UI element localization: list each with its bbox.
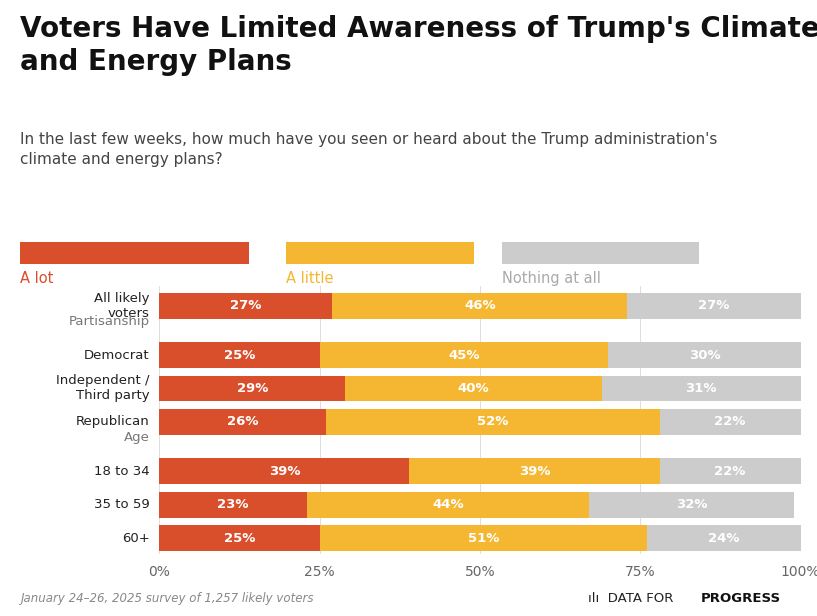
Bar xyxy=(602,376,801,402)
Bar xyxy=(159,409,326,435)
Text: 52%: 52% xyxy=(477,415,508,428)
Bar xyxy=(159,492,307,517)
Bar xyxy=(159,458,409,484)
Text: 45%: 45% xyxy=(449,349,480,362)
Text: ılı  DATA FOR: ılı DATA FOR xyxy=(588,592,678,605)
Text: 31%: 31% xyxy=(685,382,717,395)
Text: 30%: 30% xyxy=(689,349,721,362)
Bar xyxy=(307,492,589,517)
Text: 27%: 27% xyxy=(230,299,261,312)
Text: Independent /
Third party: Independent / Third party xyxy=(56,375,150,402)
Bar xyxy=(319,525,647,551)
Text: All likely
voters: All likely voters xyxy=(94,292,150,320)
Text: 25%: 25% xyxy=(224,349,255,362)
Text: 60+: 60+ xyxy=(122,532,150,545)
Text: 24%: 24% xyxy=(708,532,739,545)
Text: 35 to 59: 35 to 59 xyxy=(94,498,150,511)
Bar xyxy=(159,342,319,368)
Text: Nothing at all: Nothing at all xyxy=(502,271,601,286)
Text: Democrat: Democrat xyxy=(84,349,150,362)
Text: 22%: 22% xyxy=(714,415,746,428)
Text: 39%: 39% xyxy=(519,464,551,478)
Text: Age: Age xyxy=(124,431,150,444)
Bar xyxy=(346,376,602,402)
Bar xyxy=(589,492,794,517)
Text: 40%: 40% xyxy=(458,382,489,395)
Bar xyxy=(319,342,608,368)
Text: A lot: A lot xyxy=(20,271,54,286)
Bar xyxy=(409,458,659,484)
Text: 29%: 29% xyxy=(237,382,268,395)
Text: Republican: Republican xyxy=(76,415,150,428)
Text: 26%: 26% xyxy=(227,415,258,428)
Text: A little: A little xyxy=(286,271,333,286)
Text: 39%: 39% xyxy=(269,464,300,478)
Bar xyxy=(659,409,801,435)
Text: 44%: 44% xyxy=(432,498,464,511)
Text: PROGRESS: PROGRESS xyxy=(701,592,781,605)
Text: 27%: 27% xyxy=(699,299,730,312)
Bar xyxy=(159,525,319,551)
Text: January 24–26, 2025 survey of 1,257 likely voters: January 24–26, 2025 survey of 1,257 like… xyxy=(20,592,314,605)
Bar xyxy=(647,525,801,551)
Bar xyxy=(159,293,333,318)
Text: Voters Have Limited Awareness of Trump's Climate
and Energy Plans: Voters Have Limited Awareness of Trump's… xyxy=(20,15,817,76)
Text: 22%: 22% xyxy=(714,464,746,478)
Text: 23%: 23% xyxy=(217,498,249,511)
Text: 25%: 25% xyxy=(224,532,255,545)
Bar xyxy=(326,409,659,435)
Text: 51%: 51% xyxy=(467,532,499,545)
Text: 32%: 32% xyxy=(676,498,708,511)
Text: In the last few weeks, how much have you seen or heard about the Trump administr: In the last few weeks, how much have you… xyxy=(20,132,718,167)
Text: 18 to 34: 18 to 34 xyxy=(94,464,150,478)
Text: 46%: 46% xyxy=(464,299,496,312)
Bar xyxy=(159,376,346,402)
Bar xyxy=(659,458,801,484)
Bar xyxy=(333,293,627,318)
Bar xyxy=(608,342,801,368)
Text: Partisanship: Partisanship xyxy=(69,315,150,328)
Bar xyxy=(627,293,801,318)
